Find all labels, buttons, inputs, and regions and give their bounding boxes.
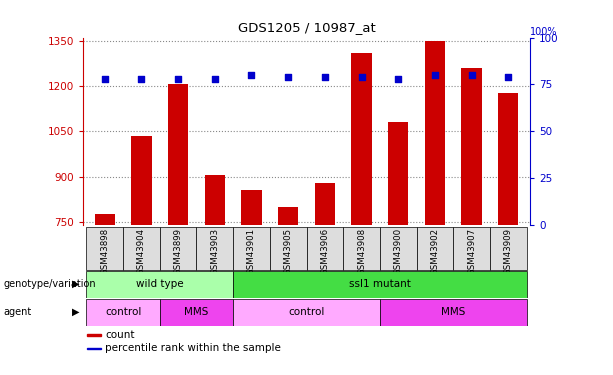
- Point: [503, 74, 513, 80]
- Bar: [123, 227, 160, 270]
- Bar: [425, 40, 445, 225]
- Text: 100%: 100%: [530, 27, 558, 37]
- Text: GSM43901: GSM43901: [247, 228, 256, 275]
- Text: MMS: MMS: [441, 307, 465, 317]
- Point: [466, 72, 476, 78]
- Bar: [87, 348, 101, 349]
- Bar: [242, 190, 262, 225]
- Text: GSM43900: GSM43900: [394, 228, 403, 275]
- Point: [283, 74, 293, 80]
- Text: percentile rank within the sample: percentile rank within the sample: [105, 344, 281, 354]
- Text: GSM43904: GSM43904: [137, 228, 146, 275]
- Bar: [160, 298, 233, 326]
- Text: wild type: wild type: [136, 279, 184, 289]
- Point: [137, 76, 147, 82]
- Bar: [417, 227, 453, 270]
- Bar: [270, 227, 306, 270]
- Text: GSM43906: GSM43906: [321, 228, 329, 275]
- Text: GSM43905: GSM43905: [284, 228, 292, 275]
- Bar: [196, 227, 233, 270]
- Bar: [94, 214, 115, 225]
- Bar: [498, 93, 519, 225]
- Bar: [168, 84, 188, 225]
- Bar: [453, 227, 490, 270]
- Bar: [351, 53, 371, 225]
- Text: control: control: [105, 307, 141, 317]
- Bar: [490, 227, 527, 270]
- Bar: [233, 271, 527, 298]
- Text: MMS: MMS: [185, 307, 208, 317]
- Bar: [87, 334, 101, 336]
- Point: [320, 74, 330, 80]
- Point: [246, 72, 256, 78]
- Text: agent: agent: [3, 307, 31, 317]
- Point: [210, 76, 219, 82]
- Bar: [233, 227, 270, 270]
- Text: count: count: [105, 330, 135, 340]
- Bar: [86, 298, 160, 326]
- Bar: [380, 298, 527, 326]
- Bar: [388, 122, 408, 225]
- Bar: [86, 271, 233, 298]
- Text: GSM43899: GSM43899: [173, 228, 183, 275]
- Title: GDS1205 / 10987_at: GDS1205 / 10987_at: [238, 21, 375, 33]
- Text: control: control: [288, 307, 325, 317]
- Text: ▶: ▶: [72, 279, 79, 289]
- Bar: [86, 227, 123, 270]
- Text: genotype/variation: genotype/variation: [3, 279, 96, 289]
- Text: ssl1 mutant: ssl1 mutant: [349, 279, 411, 289]
- Point: [357, 74, 367, 80]
- Point: [394, 76, 403, 82]
- Point: [100, 76, 110, 82]
- Bar: [233, 298, 380, 326]
- Text: GSM43909: GSM43909: [504, 228, 512, 275]
- Text: GSM43902: GSM43902: [430, 228, 440, 275]
- Bar: [380, 227, 417, 270]
- Point: [430, 72, 440, 78]
- Point: [173, 76, 183, 82]
- Bar: [278, 207, 299, 225]
- Text: GSM43907: GSM43907: [467, 228, 476, 275]
- Bar: [131, 136, 151, 225]
- Bar: [462, 68, 482, 225]
- Bar: [306, 227, 343, 270]
- Bar: [343, 227, 380, 270]
- Text: GSM43903: GSM43903: [210, 228, 219, 275]
- Text: GSM43898: GSM43898: [101, 228, 109, 275]
- Bar: [314, 183, 335, 225]
- Text: ▶: ▶: [72, 307, 79, 317]
- Bar: [160, 227, 196, 270]
- Bar: [205, 175, 225, 225]
- Text: GSM43908: GSM43908: [357, 228, 366, 275]
